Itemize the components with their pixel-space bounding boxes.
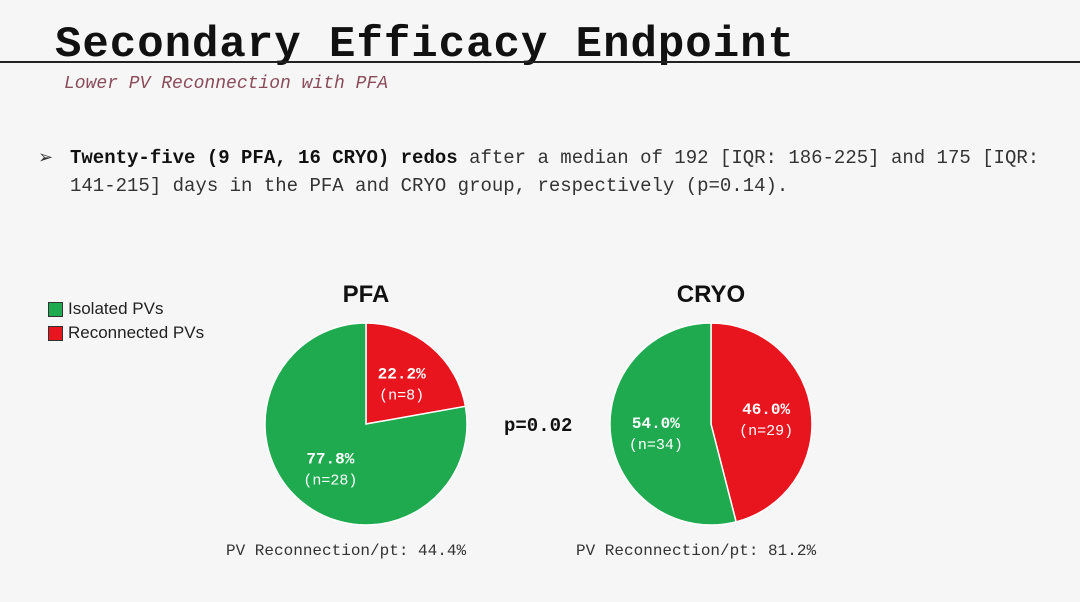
- legend-item-isolated: Isolated PVs: [48, 297, 204, 321]
- chart-legend: Isolated PVs Reconnected PVs: [48, 297, 204, 345]
- bullet-rest-text: after a median of 192 [IQR: 186-225] and…: [70, 147, 1040, 197]
- pie-slice-pfa-isolated: [264, 322, 468, 526]
- slice-percent-pfa-reconnected: 22.2%: [378, 365, 426, 383]
- pie-footnote-cryo: PV Reconnection/pt: 81.2%: [576, 542, 817, 560]
- pie-footnote-pfa: PV Reconnection/pt: 44.4%: [226, 542, 467, 560]
- pie-slice-cryo-reconnected: [710, 322, 813, 523]
- legend-swatch-isolated: [48, 301, 63, 317]
- slice-percent-cryo-isolated: 54.0%: [632, 415, 680, 433]
- slide-subtitle: Lower PV Reconnection with PFA: [64, 74, 389, 94]
- pie-slice-cryo-isolated: [609, 322, 738, 526]
- pie-title-pfa: PFA: [342, 281, 390, 308]
- slice-count-pfa-reconnected: (n=8): [379, 387, 424, 404]
- bullet-text: Twenty-five (9 PFA, 16 CRYO) redos after…: [70, 144, 1048, 200]
- legend-label-reconnected: Reconnected PVs: [68, 323, 205, 342]
- bullet-bold-text: Twenty-five (9 PFA, 16 CRYO) redos: [70, 147, 458, 169]
- p-value-label: p=0.02: [504, 415, 573, 437]
- slice-count-cryo-isolated: (n=34): [629, 437, 683, 454]
- bullet-point: ➢ Twenty-five (9 PFA, 16 CRYO) redos aft…: [38, 144, 1048, 200]
- pie-slice-pfa-reconnected: [365, 322, 467, 425]
- slice-percent-pfa-isolated: 77.8%: [306, 451, 354, 469]
- slice-count-cryo-reconnected: (n=29): [739, 423, 793, 440]
- slice-percent-cryo-reconnected: 46.0%: [742, 401, 790, 419]
- legend-item-reconnected: Reconnected PVs: [48, 321, 204, 345]
- pie-title-cryo: CRYO: [676, 281, 746, 308]
- title-divider: [0, 61, 1080, 63]
- legend-swatch-reconnected: [48, 325, 63, 341]
- arrow-bullet-icon: ➢: [38, 147, 54, 168]
- legend-label-isolated: Isolated PVs: [68, 299, 164, 318]
- slice-count-pfa-isolated: (n=28): [303, 473, 357, 490]
